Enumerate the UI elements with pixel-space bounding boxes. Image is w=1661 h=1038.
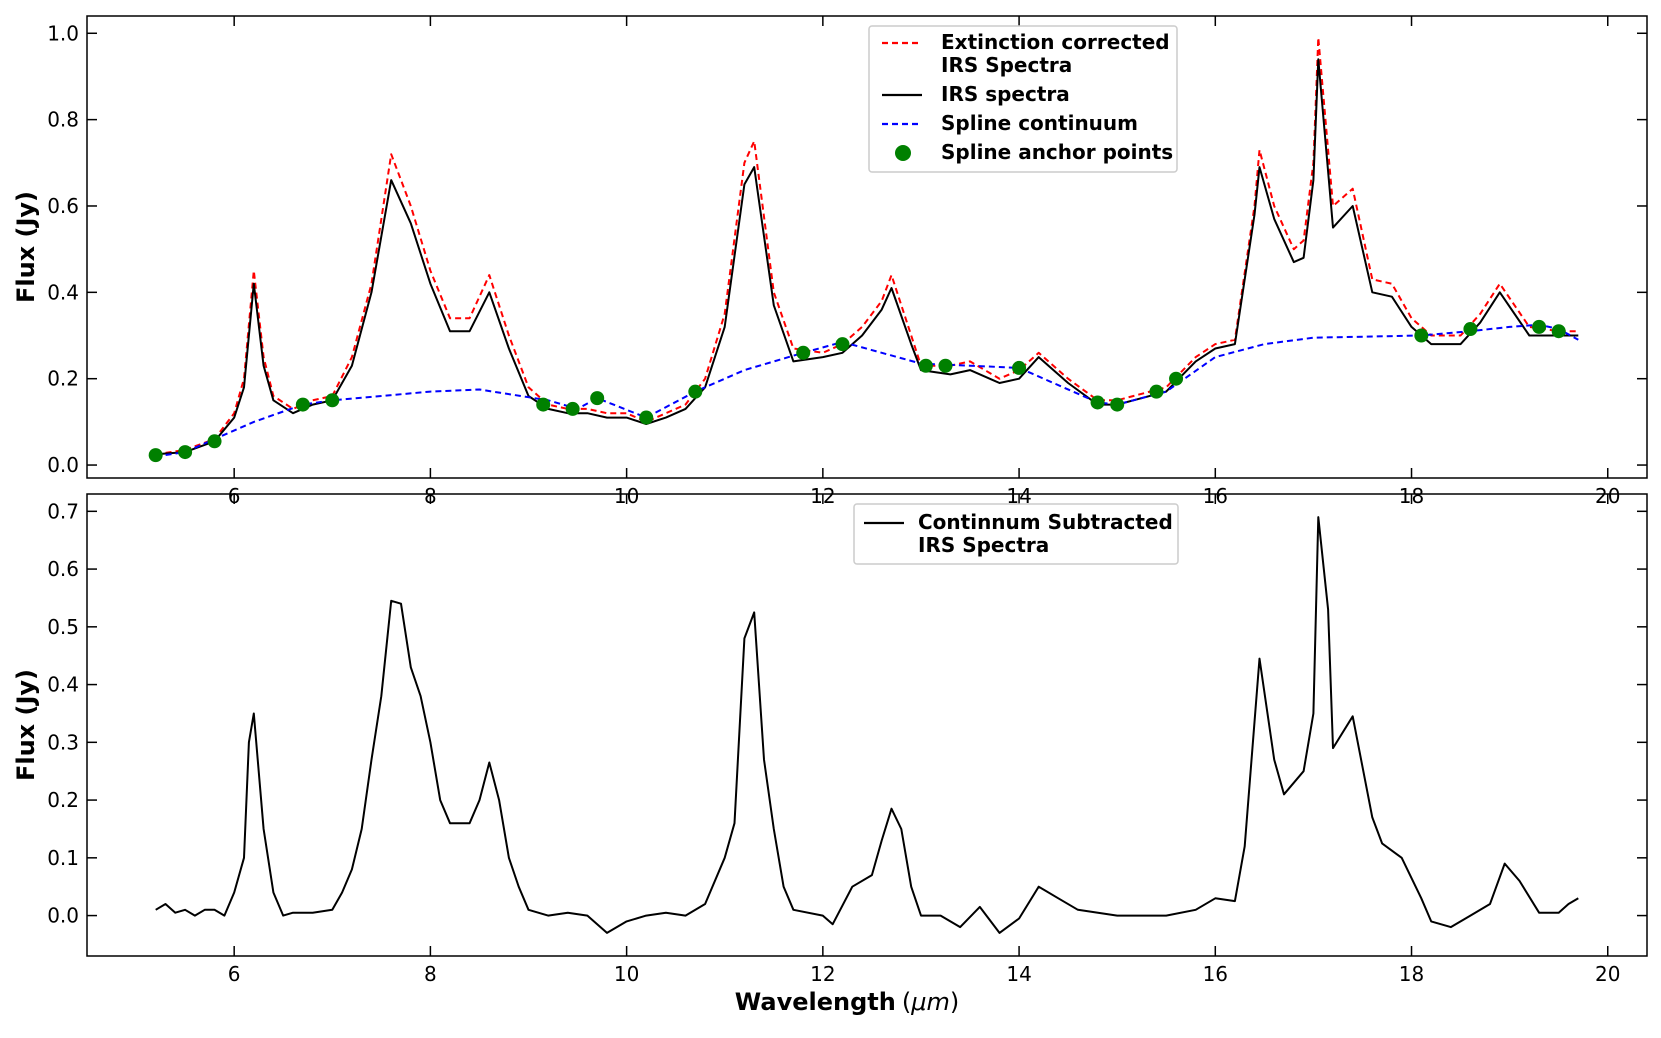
legend-label-irs-spectra: IRS spectra	[941, 82, 1070, 106]
bottom-legend: Continnum Subtracted IRS Spectra	[853, 503, 1179, 565]
bottom-y-tick-label-0.3: 0.3	[47, 730, 79, 754]
anchor-point-3	[295, 397, 310, 412]
anchor-point-1	[178, 445, 193, 460]
anchor-point-16	[1110, 397, 1125, 412]
anchor-point-8	[639, 410, 654, 425]
top-y-tick-label-0.4: 0.4	[47, 280, 79, 304]
anchor-point-13	[938, 358, 953, 373]
legend-label-extinction-corrected-line2: IRS Spectra	[941, 53, 1072, 77]
bottom-plot-frame	[86, 493, 1648, 957]
anchor-point-18	[1169, 371, 1184, 386]
top-series-extinction-corrected-irs-spectra	[155, 36, 1579, 456]
top-y-tick-label-0.2: 0.2	[47, 367, 79, 391]
top-series-irs-spectra	[155, 58, 1579, 456]
anchor-point-7	[590, 391, 605, 406]
anchor-point-9	[688, 384, 703, 399]
top-panel: 6 8 10 12 14 16 18 200.00.20.40.60.81.0 Flux (J…	[12, 15, 1648, 508]
anchor-point-22	[1551, 324, 1566, 339]
top-series-spline-anchor-points	[148, 319, 1566, 463]
x-axis-unit: μm	[910, 988, 950, 1016]
legend-label-extinction-corrected-line1: Extinction corrected	[941, 30, 1170, 54]
anchor-point-19	[1414, 328, 1429, 343]
top-y-tick-label-0.6: 0.6	[47, 194, 79, 218]
anchor-point-14	[1012, 360, 1027, 375]
legend-label-spline-continuum: Spline continuum	[941, 111, 1138, 135]
bottom-y-tick-label-0.6: 0.6	[47, 557, 79, 581]
top-series-spline-continuum	[155, 323, 1579, 458]
anchor-point-6	[565, 401, 580, 416]
anchor-point-20	[1463, 322, 1478, 337]
top-y-axis-label: Flux (Jy)	[12, 191, 40, 303]
legend-label-continuum-subtracted-line1: Continnum Subtracted	[918, 510, 1173, 534]
bottom-x-tick-label-20: 20	[1595, 962, 1620, 986]
top-plot-frame	[86, 15, 1648, 479]
bottom-x-tick-label-16: 16	[1203, 962, 1228, 986]
bottom-x-tick-label-14: 14	[1006, 962, 1031, 986]
anchor-point-10	[796, 345, 811, 360]
bottom-x-tick-label-8: 8	[424, 962, 437, 986]
bottom-y-tick-label-0.5: 0.5	[47, 615, 79, 639]
anchor-point-17	[1149, 384, 1164, 399]
anchor-point-4	[325, 393, 340, 408]
anchor-point-21	[1532, 319, 1547, 334]
bottom-y-tick-label-0.4: 0.4	[47, 673, 79, 697]
anchor-point-2	[207, 434, 222, 449]
bottom-series-continnum-subtracted-irs-spectra	[155, 516, 1579, 934]
anchor-point-5	[536, 397, 551, 412]
bottom-panel: 6 8 10 12 14 16 18 20 0.0 0.1 0.2 0.3 0.4 0.5 0.6 0.7 F…	[12, 493, 1648, 986]
top-y-tick-label-1: 1.0	[47, 21, 79, 45]
anchor-point-15	[1090, 395, 1105, 410]
top-legend: Extinction corrected IRS Spectra IRS spe…	[868, 25, 1178, 173]
bottom-y-tick-label-0.2: 0.2	[47, 788, 79, 812]
top-y-tick-label-0: 0.0	[47, 453, 79, 477]
bottom-x-tick-label-6: 6	[228, 962, 241, 986]
x-axis-label: Wavelength (μm)	[735, 988, 959, 1016]
legend-swatch-spline-anchor-points	[895, 145, 911, 161]
bottom-y-tick-label-0.7: 0.7	[47, 499, 79, 523]
anchor-point-11	[835, 337, 850, 352]
bottom-x-tick-label-10: 10	[614, 962, 639, 986]
bottom-x-tick-label-12: 12	[810, 962, 835, 986]
anchor-point-12	[918, 358, 933, 373]
bottom-y-tick-label-0: 0.0	[47, 904, 79, 928]
legend-label-spline-anchor-points: Spline anchor points	[941, 140, 1173, 164]
top-y-tick-label-0.8: 0.8	[47, 108, 79, 132]
bottom-x-tick-label-18: 18	[1399, 962, 1424, 986]
bottom-y-axis-label: Flux (Jy)	[12, 669, 40, 781]
anchor-point-0	[148, 448, 163, 463]
bottom-y-tick-label-0.1: 0.1	[47, 846, 79, 870]
legend-label-continuum-subtracted-line2: IRS Spectra	[918, 533, 1049, 557]
